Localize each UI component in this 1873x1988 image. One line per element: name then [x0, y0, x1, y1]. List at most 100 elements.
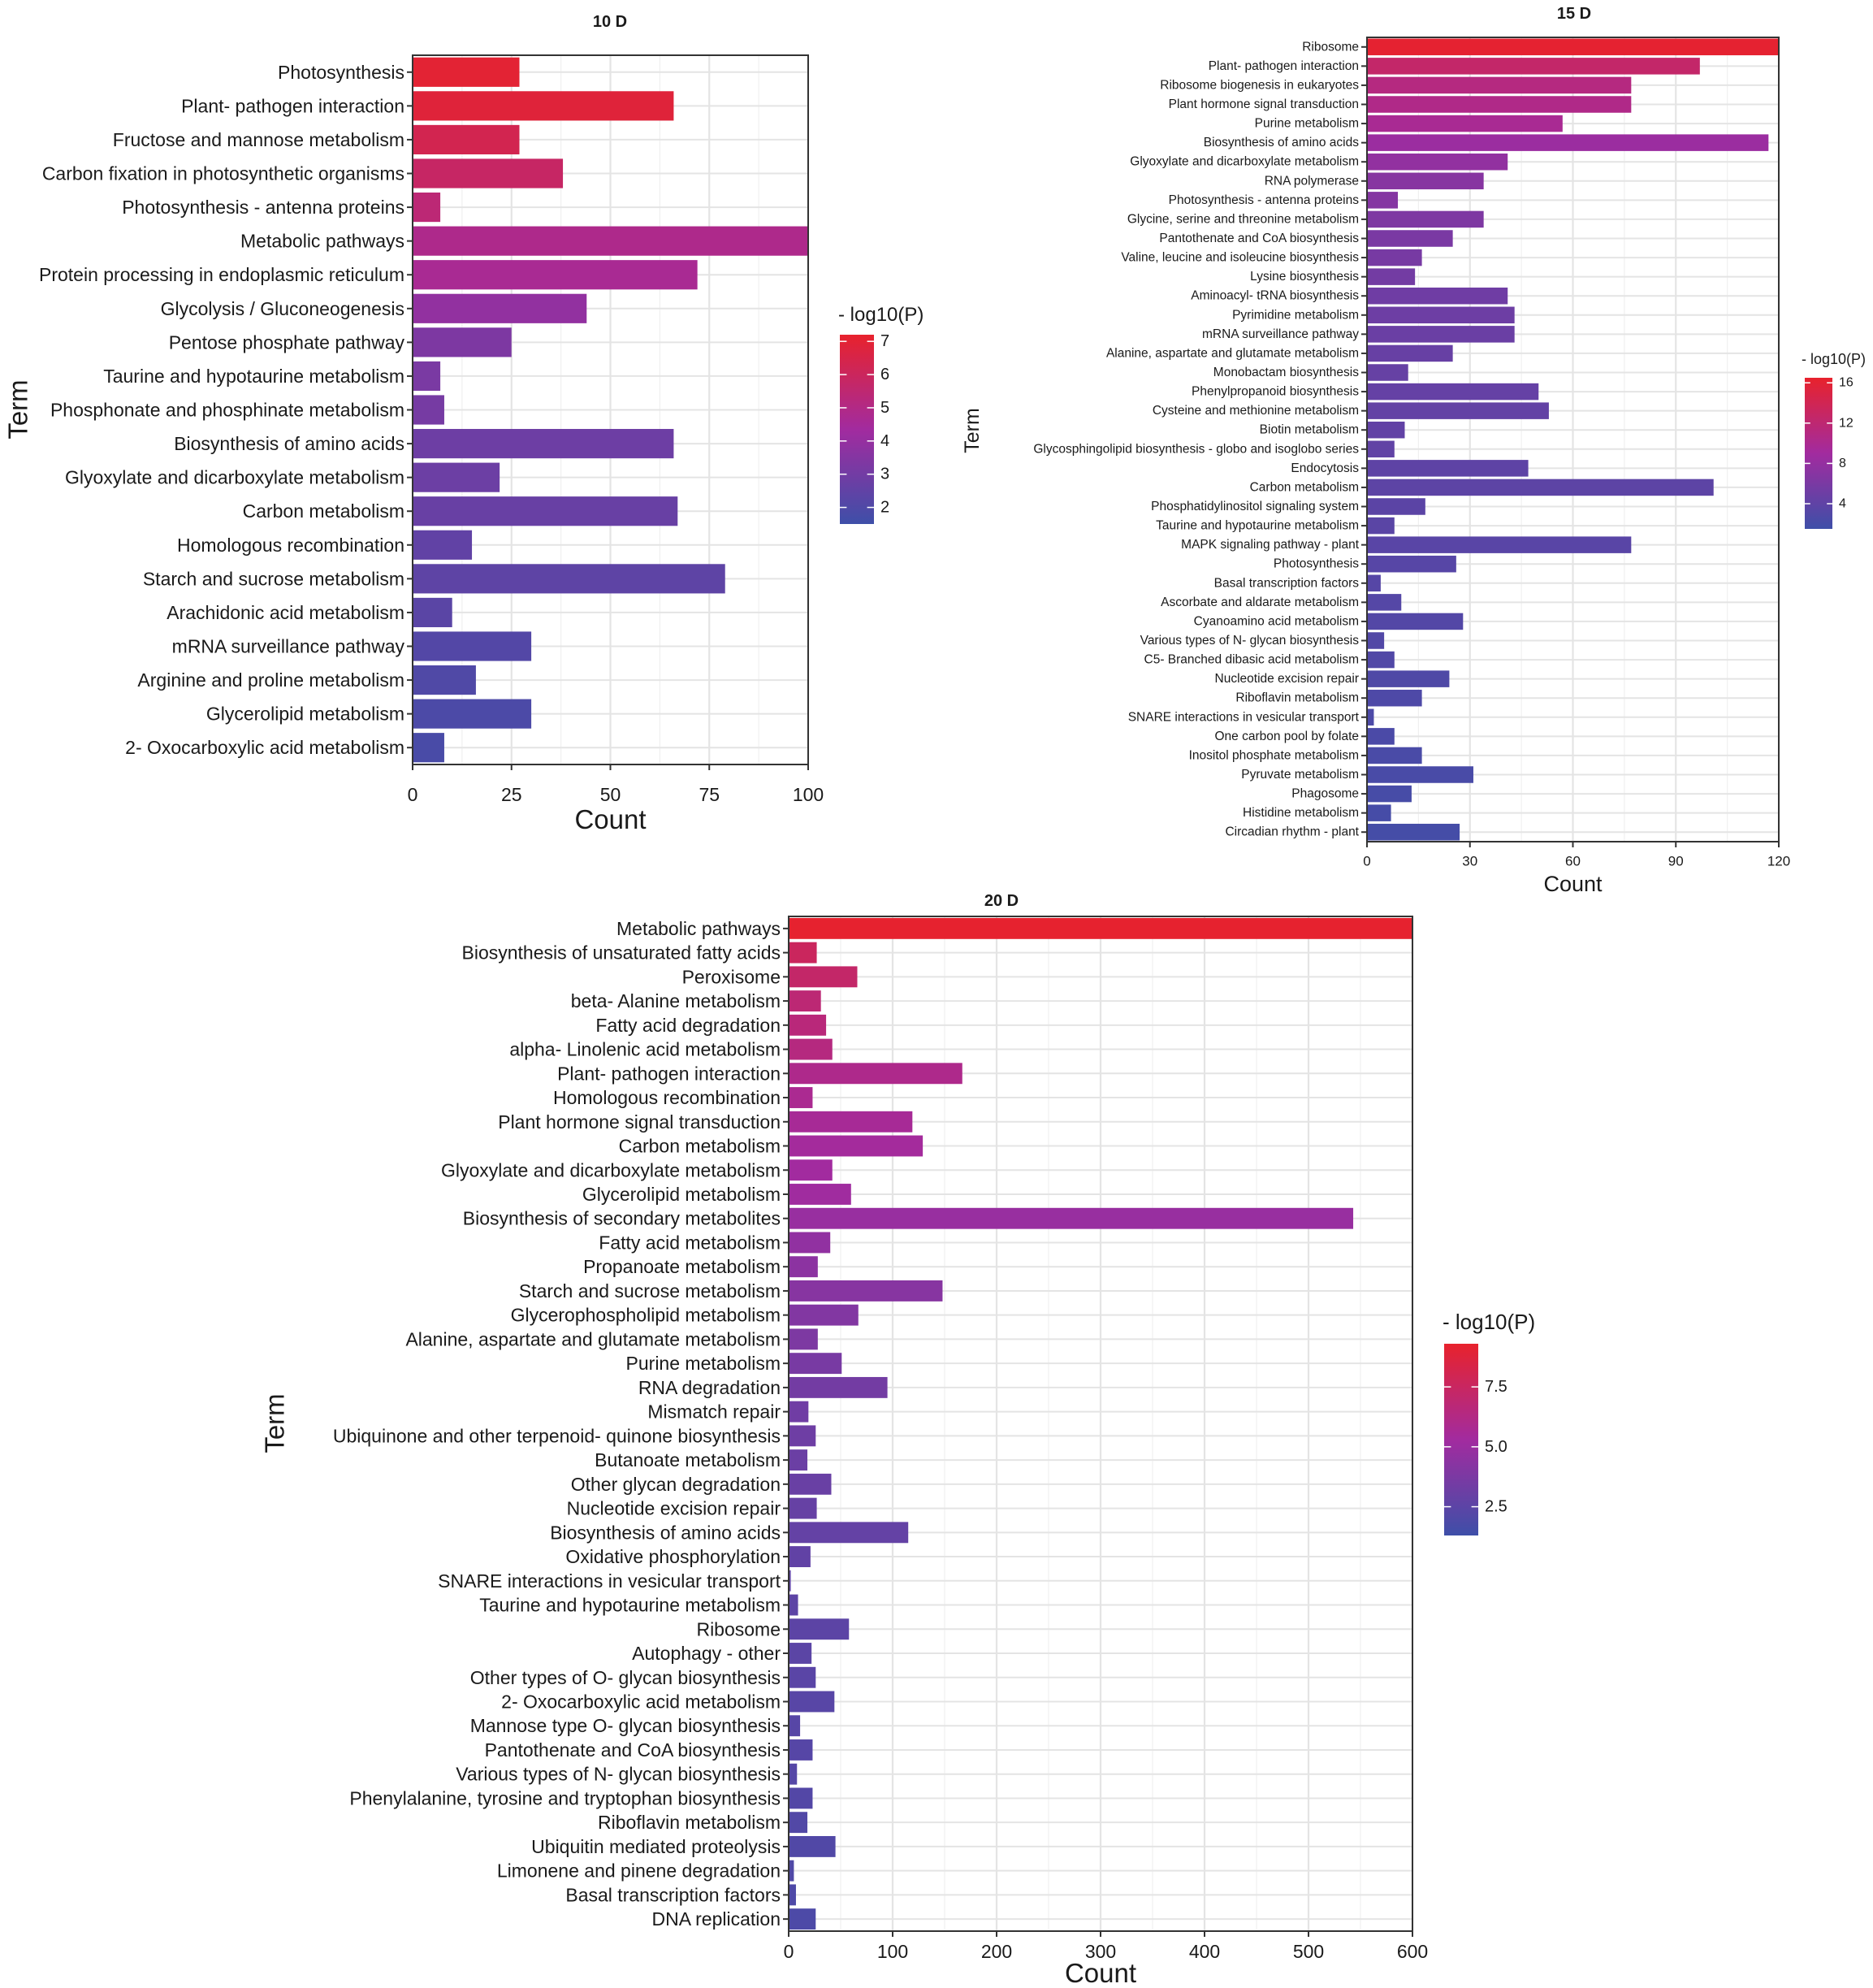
bar	[413, 597, 452, 628]
bar	[1367, 594, 1402, 611]
bar	[1367, 785, 1412, 803]
bar	[1367, 192, 1399, 209]
bar	[413, 192, 441, 223]
bar	[413, 124, 520, 155]
x-tick-label: 100	[877, 1941, 908, 1962]
category-label: Riboflavin metabolism	[1235, 691, 1359, 705]
colorbar-tick-label: 5	[880, 399, 889, 417]
category-label: Mismatch repair	[647, 1401, 781, 1423]
category-label: Biosynthesis of amino acids	[550, 1522, 781, 1543]
category-label: MAPK signaling pathway - plant	[1181, 538, 1360, 552]
category-label: Other glycan degradation	[571, 1474, 781, 1495]
bar	[1367, 708, 1374, 726]
category-label: Carbon metabolism	[619, 1136, 781, 1157]
category-label: Pantothenate and CoA biosynthesis	[485, 1739, 781, 1761]
category-label: One carbon pool by folate	[1214, 730, 1359, 743]
bar	[789, 1739, 813, 1761]
bar	[413, 91, 674, 121]
bar	[413, 158, 564, 188]
category-label: Biotin metabolism	[1260, 423, 1359, 437]
bar	[1367, 421, 1405, 439]
category-label: Ascorbate and aldarate metabolism	[1161, 596, 1359, 609]
category-label: Other types of O- glycan biosynthesis	[470, 1667, 781, 1688]
bar	[413, 260, 698, 290]
bar	[1367, 134, 1769, 151]
colorbar-tick-label: 8	[1839, 457, 1846, 470]
category-label: Biosynthesis of secondary metabolites	[463, 1208, 781, 1229]
category-label: Plant- pathogen interaction	[557, 1063, 781, 1084]
bar	[1367, 249, 1422, 266]
bar	[789, 1256, 818, 1278]
bar	[1367, 306, 1515, 324]
bar	[1367, 670, 1450, 687]
category-label: Nucleotide excision repair	[567, 1498, 781, 1519]
bar	[789, 1666, 816, 1688]
category-label: Fructose and mannose metabolism	[113, 129, 404, 150]
x-tick-label: 60	[1565, 854, 1581, 869]
category-label: Glycine, serine and threonine metabolism	[1127, 212, 1359, 226]
bar	[789, 1618, 850, 1640]
colorbar-tick-label: 4	[1839, 497, 1846, 511]
bar	[789, 1449, 808, 1471]
y-axis-title: Term	[260, 1393, 290, 1453]
x-axis-title: Count	[1065, 1958, 1136, 1988]
category-label: alpha- Linolenic acid metabolism	[509, 1039, 781, 1060]
category-label: Pyrimidine metabolism	[1232, 308, 1359, 322]
bar	[1367, 326, 1515, 343]
bar	[1367, 517, 1395, 535]
category-label: mRNA surveillance pathway	[1202, 327, 1359, 341]
y-axis-title: Term	[961, 408, 984, 453]
bar	[789, 1594, 798, 1616]
x-tick-label: 30	[1462, 854, 1477, 869]
bar	[1367, 728, 1395, 745]
category-label: Alanine, aspartate and glutamate metabol…	[1106, 346, 1359, 360]
bar	[789, 1087, 813, 1108]
bar	[789, 1135, 924, 1157]
x-axis-title: Count	[574, 804, 646, 834]
chart-title: 15 D	[1557, 5, 1591, 23]
bar	[1367, 115, 1563, 132]
bar	[789, 966, 858, 988]
category-label: Lysine biosynthesis	[1250, 270, 1359, 284]
bar	[789, 1401, 809, 1423]
category-label: Phenylpropanoid biosynthesis	[1192, 385, 1359, 399]
bar	[789, 1328, 818, 1350]
category-label: Purine metabolism	[1255, 117, 1359, 131]
x-tick-label: 0	[408, 784, 418, 805]
bar	[789, 1763, 798, 1785]
y-axis-title: Term	[3, 379, 33, 439]
bar	[789, 1014, 827, 1036]
category-label: Monobactam biosynthesis	[1213, 366, 1359, 379]
x-tick-label: 300	[1085, 1941, 1116, 1962]
bar	[789, 1207, 1354, 1229]
colorbar-tick-label: 3	[880, 466, 889, 483]
category-label: Metabolic pathways	[616, 918, 781, 939]
bar	[789, 1812, 808, 1834]
category-label: Photosynthesis	[278, 62, 404, 83]
legend-title: - log10(P)	[1443, 1310, 1535, 1334]
bar	[789, 1787, 813, 1809]
bar	[789, 1304, 859, 1326]
bar	[789, 1425, 816, 1447]
category-label: Ubiquinone and other terpenoid- quinone …	[333, 1425, 781, 1446]
colorbar-tick-label: 7	[880, 332, 889, 350]
category-label: Cysteine and methionine metabolism	[1153, 404, 1359, 418]
category-label: Various types of N- glycan biosynthesis	[1140, 634, 1360, 648]
colorbar-tick-label: 2.5	[1485, 1498, 1507, 1516]
category-label: Protein processing in endoplasmic reticu…	[39, 264, 404, 285]
category-label: 2- Oxocarboxylic acid metabolism	[125, 737, 404, 758]
bar	[789, 1546, 811, 1567]
category-label: Fatty acid metabolism	[599, 1232, 781, 1253]
category-label: Glyoxylate and dicarboxylate metabolism	[1130, 155, 1359, 169]
category-label: Plant hormone signal transduction	[1169, 97, 1359, 111]
bar	[1367, 555, 1456, 573]
bar	[789, 1860, 794, 1882]
x-tick-label: 25	[501, 784, 522, 805]
x-axis-title: Count	[1543, 872, 1603, 896]
bar	[1367, 172, 1484, 190]
bar	[1367, 440, 1395, 458]
colorbar-tick-label: 5.0	[1485, 1438, 1507, 1456]
category-label: Plant- pathogen interaction	[1209, 59, 1359, 73]
colorbar-tick-label: 4	[880, 432, 889, 450]
bar	[1367, 632, 1385, 649]
